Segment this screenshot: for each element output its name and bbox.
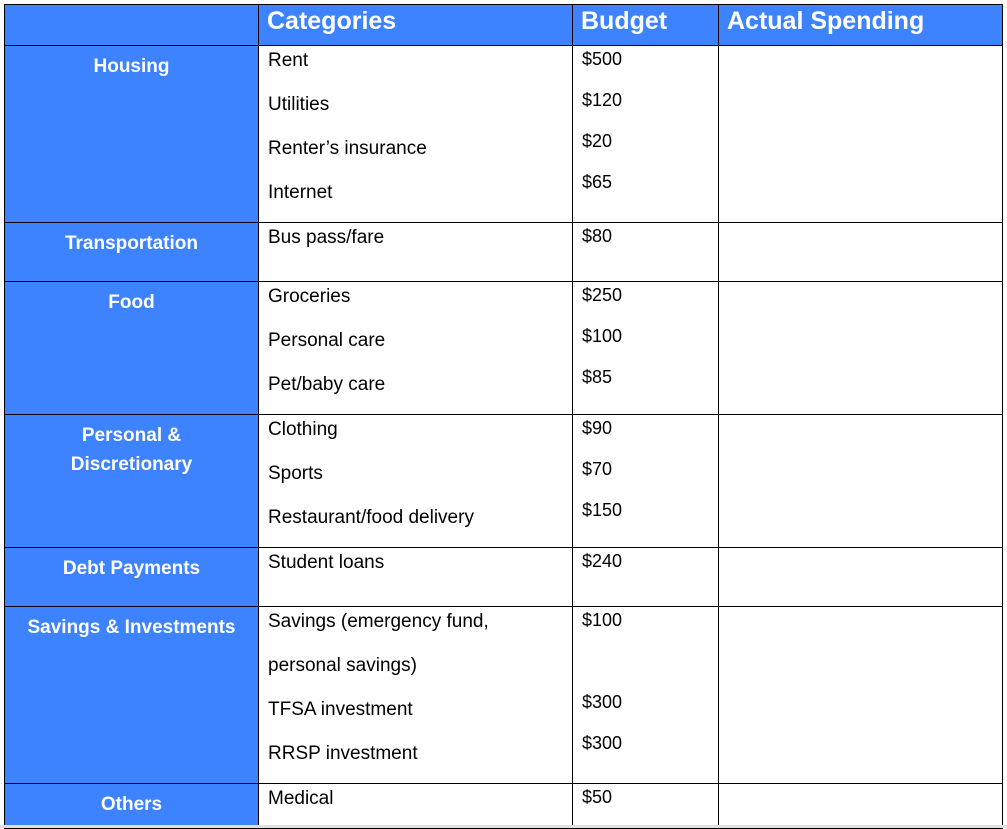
budget-value: $300 [582, 692, 623, 712]
item: Groceries [268, 286, 351, 307]
budget-housing: $500 $120 $20 $65 [572, 45, 719, 223]
item: RRSP investment [268, 743, 418, 764]
budget-value: $300 [582, 733, 623, 753]
header-row: Categories Budget Actual Spending [4, 4, 1003, 46]
page-bottom-edge [0, 825, 1007, 828]
budget-value: $80 [582, 226, 613, 246]
budget-value: $65 [582, 172, 613, 192]
budget-debt-payments: $240 [572, 547, 719, 607]
item: personal savings) [268, 655, 417, 676]
actual-savings-investments[interactable] [718, 606, 1003, 784]
budget-value: $90 [582, 418, 613, 438]
budget-value: $85 [582, 367, 613, 387]
actual-housing[interactable] [718, 45, 1003, 223]
budget-value: $240 [582, 551, 623, 571]
item: Medical [268, 788, 334, 809]
category-debt-payments: Debt Payments [4, 547, 259, 607]
budget-value: $70 [582, 459, 613, 479]
budget-value: $100 [582, 610, 623, 630]
budget-savings-investments: $100 $300 $300 [572, 606, 719, 784]
item: Savings (emergency fund, [268, 611, 489, 632]
budget-value: $120 [582, 90, 623, 110]
budget-personal-discretionary: $90 $70 $150 [572, 414, 719, 548]
items-others: Medical [258, 783, 573, 829]
item: Restaurant/food delivery [268, 507, 474, 528]
budget-table: Categories Budget Actual Spending Housin… [4, 4, 1003, 829]
items-savings-investments: Savings (emergency fund, personal saving… [258, 606, 573, 784]
item: Clothing [268, 419, 338, 440]
actual-food[interactable] [718, 281, 1003, 415]
budget-value: $20 [582, 131, 613, 151]
items-food: Groceries Personal care Pet/baby care [258, 281, 573, 415]
budget-food: $250 $100 $85 [572, 281, 719, 415]
item: Personal care [268, 330, 386, 351]
header-categories: Categories [258, 4, 573, 46]
item: Internet [268, 182, 333, 203]
category-savings-investments: Savings & Investments [4, 606, 259, 784]
items-personal-discretionary: Clothing Sports Restaurant/food delivery [258, 414, 573, 548]
table-row-others: Others Medical $50 [4, 783, 1003, 829]
budget-others: $50 [572, 783, 719, 829]
header-budget: Budget [572, 4, 719, 46]
actual-others[interactable] [718, 783, 1003, 829]
header-actual-spending: Actual Spending [718, 4, 1003, 46]
category-transportation: Transportation [4, 222, 259, 282]
item: Pet/baby care [268, 374, 386, 395]
table-row-transportation: Transportation Bus pass/fare $80 [4, 222, 1003, 282]
category-others: Others [4, 783, 259, 829]
category-personal-discretionary: Personal & Discretionary [4, 414, 259, 548]
item: Rent [268, 50, 309, 71]
budget-value: $100 [582, 326, 623, 346]
table-row-savings-investments: Savings & Investments Savings (emergency… [4, 606, 1003, 784]
budget-value: $50 [582, 787, 613, 807]
budget-value: $150 [582, 500, 623, 520]
budget-value [573, 648, 718, 689]
header-group [4, 4, 259, 46]
budget-value: $250 [582, 285, 623, 305]
category-housing: Housing [4, 45, 259, 223]
item: Bus pass/fare [268, 227, 385, 248]
actual-transportation[interactable] [718, 222, 1003, 282]
table-row-food: Food Groceries Personal care Pet/baby ca… [4, 281, 1003, 415]
item: Student loans [268, 552, 385, 573]
category-food: Food [4, 281, 259, 415]
table-row-personal-discretionary: Personal & Discretionary Clothing Sports… [4, 414, 1003, 548]
item: Sports [268, 463, 323, 484]
item: Renter’s insurance [268, 138, 427, 159]
item: TFSA investment [268, 699, 413, 720]
budget-value: $500 [582, 49, 623, 69]
actual-personal-discretionary[interactable] [718, 414, 1003, 548]
items-debt-payments: Student loans [258, 547, 573, 607]
table-row-debt-payments: Debt Payments Student loans $240 [4, 547, 1003, 607]
item: Utilities [268, 94, 330, 115]
items-housing: Rent Utilities Renter’s insurance Intern… [258, 45, 573, 223]
budget-transportation: $80 [572, 222, 719, 282]
table-row-housing: Housing Rent Utilities Renter’s insuranc… [4, 45, 1003, 223]
items-transportation: Bus pass/fare [258, 222, 573, 282]
actual-debt-payments[interactable] [718, 547, 1003, 607]
